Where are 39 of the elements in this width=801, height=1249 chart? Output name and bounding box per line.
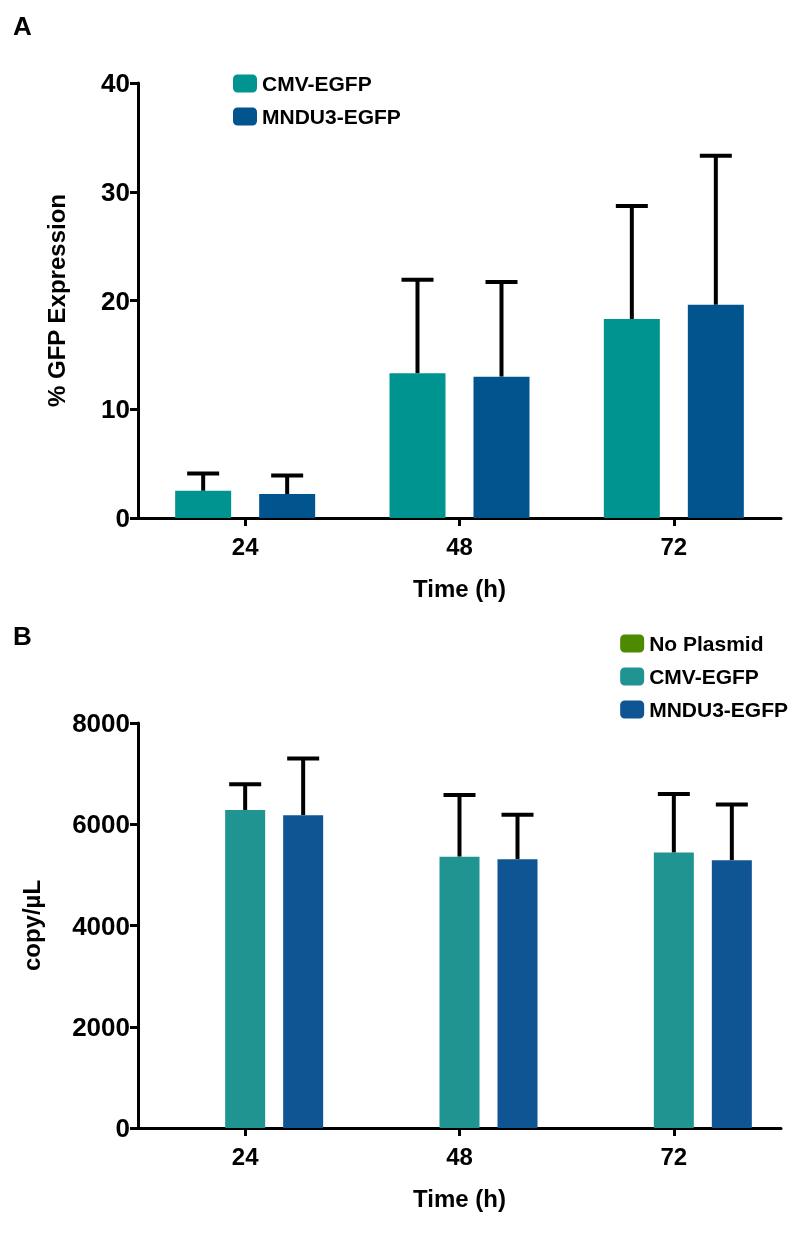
bar: [225, 810, 266, 1128]
chart-title: A: [13, 11, 32, 41]
bar: [603, 318, 660, 518]
y-tick-label: 40: [101, 68, 130, 98]
bar: [473, 376, 530, 518]
legend-label: CMV-EGFP: [262, 72, 372, 95]
y-tick-label: 6000: [72, 809, 130, 840]
y-tick-label: 4000: [72, 910, 130, 941]
bar: [653, 852, 694, 1128]
y-axis-title: copy/µL: [17, 879, 45, 972]
x-tick-label: 24: [231, 532, 260, 560]
x-tick-label: 72: [660, 532, 688, 560]
y-tick-label: 10: [101, 394, 130, 425]
y-tick-label: 0: [115, 503, 130, 533]
x-tick-label: 72: [660, 1142, 688, 1170]
bar: [283, 815, 324, 1128]
legend-label: MNDU3-EGFP: [262, 105, 401, 128]
y-tick-label: 0: [115, 1113, 130, 1143]
x-axis-title: Time (h): [413, 1184, 506, 1212]
bar: [175, 490, 232, 518]
y-tick-label: 2000: [72, 1011, 130, 1042]
bar: [389, 373, 446, 518]
legend-label: MNDU3-EGFP: [649, 698, 789, 721]
bar: [259, 494, 316, 518]
y-tick-label: 8000: [72, 708, 130, 738]
legend-label: No Plasmid: [649, 632, 764, 655]
legend-label: CMV-EGFP: [649, 665, 759, 688]
bar: [687, 304, 744, 518]
x-tick-label: 48: [446, 1142, 473, 1170]
x-tick-label: 48: [446, 532, 473, 560]
bar: [497, 859, 538, 1128]
x-axis-title: Time (h): [413, 574, 506, 602]
bar: [439, 856, 480, 1128]
y-tick-label: 30: [101, 176, 130, 207]
x-tick-label: 24: [231, 1142, 260, 1170]
y-axis-title: % GFP Expression: [42, 194, 70, 407]
y-tick-label: 20: [101, 285, 130, 316]
bar: [711, 860, 752, 1128]
chart-title: B: [13, 621, 32, 651]
